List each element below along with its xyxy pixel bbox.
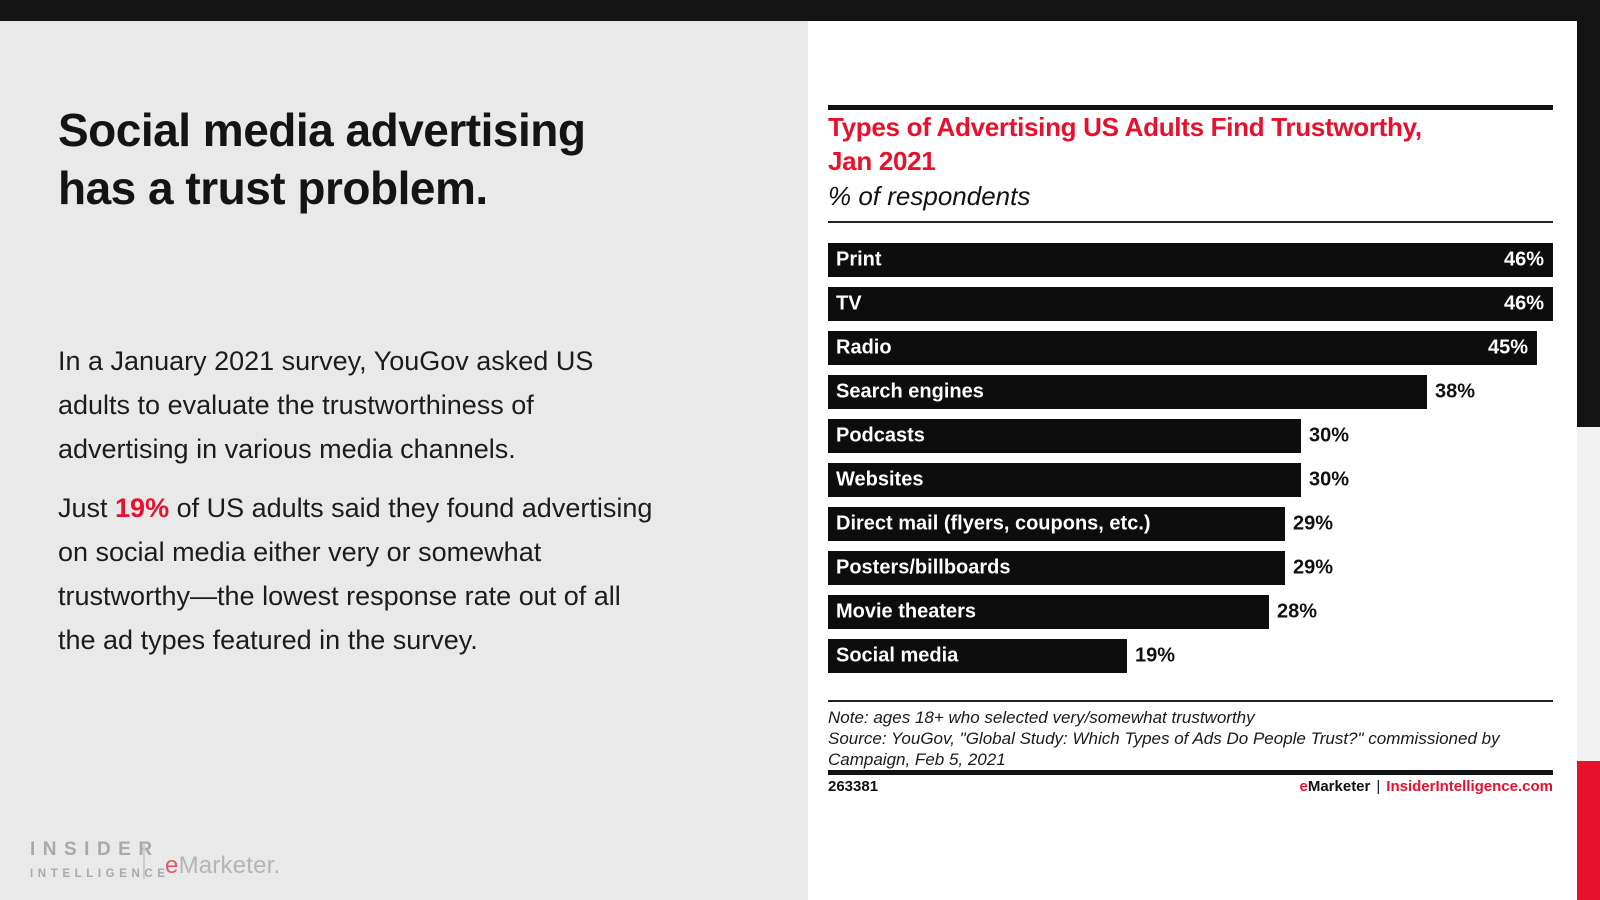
stat-highlight-19pct: 19% bbox=[115, 493, 170, 523]
bar-value-label: 29% bbox=[1293, 556, 1334, 579]
bar-row: Search engines 38% bbox=[828, 375, 1553, 409]
bar-value-label: 46% bbox=[1503, 248, 1544, 271]
stat-prefix: Just bbox=[58, 493, 116, 523]
bar-value-label: 28% bbox=[1277, 600, 1318, 623]
bar-category-label: Social media bbox=[836, 644, 959, 667]
right-edge-column bbox=[1577, 0, 1600, 900]
chart-source-line: Campaign, Feb 5, 2021 bbox=[828, 750, 1006, 769]
bar: Social media bbox=[828, 639, 1127, 673]
insider-wordmark: INSIDER bbox=[30, 839, 160, 860]
bar: Podcasts bbox=[828, 419, 1301, 453]
chart-footer: 263381 eMarketer | InsiderIntelligence.com bbox=[828, 778, 1553, 795]
footer-site-link: InsiderIntelligence.com bbox=[1386, 778, 1553, 795]
footer-emarketer-e: e bbox=[1299, 778, 1308, 795]
edge-red-segment bbox=[1577, 761, 1600, 900]
headline-line: has a trust problem. bbox=[58, 162, 488, 214]
body-line: trustworthy—the lowest response rate out… bbox=[58, 581, 621, 611]
bar-category-label: Direct mail (flyers, coupons, etc.) bbox=[836, 512, 1151, 535]
paragraph-key-stat: Just 19% of US adults said they found ad… bbox=[58, 486, 778, 662]
bar: Websites bbox=[828, 463, 1301, 497]
bar-row: Direct mail (flyers, coupons, etc.) 29% bbox=[828, 507, 1553, 541]
bar-category-label: Search engines bbox=[836, 380, 984, 403]
bar-value-label: 29% bbox=[1293, 512, 1334, 535]
chart-footnotes: Note: ages 18+ who selected very/somewha… bbox=[828, 707, 1553, 770]
edge-gray-segment bbox=[1577, 427, 1600, 761]
bar-chart: Print 46% TV 46% Radio 45% Search engines 38% Po… bbox=[828, 243, 1553, 683]
chart-source: Source: YouGov, "Global Study: Which Typ… bbox=[828, 728, 1553, 770]
chart-panel: Types of Advertising US Adults Find Trus… bbox=[808, 21, 1577, 900]
slide-body-copy: In a January 2021 survey, YouGov asked U… bbox=[58, 339, 778, 662]
body-line: Just 19% of US adults said they found ad… bbox=[58, 486, 778, 530]
footer-separator: | bbox=[1376, 778, 1381, 795]
bar-row: Websites 30% bbox=[828, 463, 1553, 497]
stat-suffix: of US adults said they found advertising bbox=[169, 493, 653, 523]
paragraph-key-stat-rest: on social media either very or somewhat t… bbox=[58, 530, 778, 662]
bar-category-label: Posters/billboards bbox=[836, 556, 1011, 579]
insider-intelligence-logo: INSIDER INTELLIGENCE bbox=[30, 839, 170, 900]
bar-row: Posters/billboards 29% bbox=[828, 551, 1553, 585]
logo-divider bbox=[143, 843, 145, 879]
bar-row: Radio 45% bbox=[828, 331, 1553, 365]
bar: Print 46% bbox=[828, 243, 1553, 277]
body-line: the ad types featured in the survey. bbox=[58, 625, 478, 655]
body-line: advertising in various media channels. bbox=[58, 434, 516, 464]
bar-value-label: 19% bbox=[1135, 644, 1176, 667]
bar-row: Podcasts 30% bbox=[828, 419, 1553, 453]
chart-note: Note: ages 18+ who selected very/somewha… bbox=[828, 708, 1255, 727]
body-line: adults to evaluate the trustworthiness o… bbox=[58, 390, 534, 420]
emarketer-logo-e: e bbox=[165, 852, 179, 879]
bar-row: Social media 19% bbox=[828, 639, 1553, 673]
slide-headline: Social media advertising has a trust prob… bbox=[58, 101, 758, 217]
bar-value-label: 46% bbox=[1503, 292, 1544, 315]
bar-category-label: TV bbox=[836, 292, 862, 315]
bar: Posters/billboards bbox=[828, 551, 1285, 585]
chart-title: Types of Advertising US Adults Find Trus… bbox=[828, 110, 1553, 178]
left-slide-panel: Social media advertising has a trust prob… bbox=[0, 21, 808, 900]
bar-row: Print 46% bbox=[828, 243, 1553, 277]
bar-row: Movie theaters 28% bbox=[828, 595, 1553, 629]
bar: TV 46% bbox=[828, 287, 1553, 321]
emarketer-logo-rest: Marketer. bbox=[178, 852, 281, 879]
chart-source-line: Source: YouGov, "Global Study: Which Typ… bbox=[828, 729, 1500, 748]
chart-subtitle-rule bbox=[828, 221, 1553, 223]
chart-bottom-rule bbox=[828, 700, 1553, 702]
bar-category-label: Radio bbox=[836, 336, 892, 359]
bar-value-label: 30% bbox=[1309, 424, 1350, 447]
bar-category-label: Websites bbox=[836, 468, 924, 491]
bar-row: TV 46% bbox=[828, 287, 1553, 321]
chart-subtitle: % of respondents bbox=[828, 181, 1031, 211]
bar: Search engines bbox=[828, 375, 1427, 409]
chart-footer-rule bbox=[828, 770, 1553, 775]
bar-value-label: 38% bbox=[1435, 380, 1476, 403]
edge-black-segment bbox=[1577, 0, 1600, 427]
chart-footer-brand: eMarketer | InsiderIntelligence.com bbox=[1299, 778, 1553, 795]
paragraph-survey-intro: In a January 2021 survey, YouGov asked U… bbox=[58, 339, 778, 471]
bar-value-label: 45% bbox=[1487, 336, 1528, 359]
top-black-bar bbox=[0, 0, 1600, 21]
bar: Radio 45% bbox=[828, 331, 1537, 365]
chart-top-rule bbox=[828, 105, 1553, 110]
bar-category-label: Movie theaters bbox=[836, 600, 977, 623]
body-line: on social media either very or somewhat bbox=[58, 537, 542, 567]
footer-emarketer-rest: Marketer bbox=[1307, 778, 1371, 795]
headline-line: Social media advertising bbox=[58, 104, 586, 156]
bar-value-label: 30% bbox=[1309, 468, 1350, 491]
emarketer-logo: eMarketer. bbox=[165, 852, 280, 880]
chart-title-line: Jan 2021 bbox=[828, 146, 936, 176]
bar: Direct mail (flyers, coupons, etc.) bbox=[828, 507, 1285, 541]
bar-category-label: Podcasts bbox=[836, 424, 925, 447]
chart-title-line: Types of Advertising US Adults Find Trus… bbox=[828, 112, 1422, 142]
intelligence-wordmark: INTELLIGENCE bbox=[30, 868, 170, 880]
bar: Movie theaters bbox=[828, 595, 1269, 629]
body-line: In a January 2021 survey, YouGov asked U… bbox=[58, 346, 594, 376]
bar-category-label: Print bbox=[836, 248, 882, 271]
chart-id-number: 263381 bbox=[828, 778, 879, 795]
